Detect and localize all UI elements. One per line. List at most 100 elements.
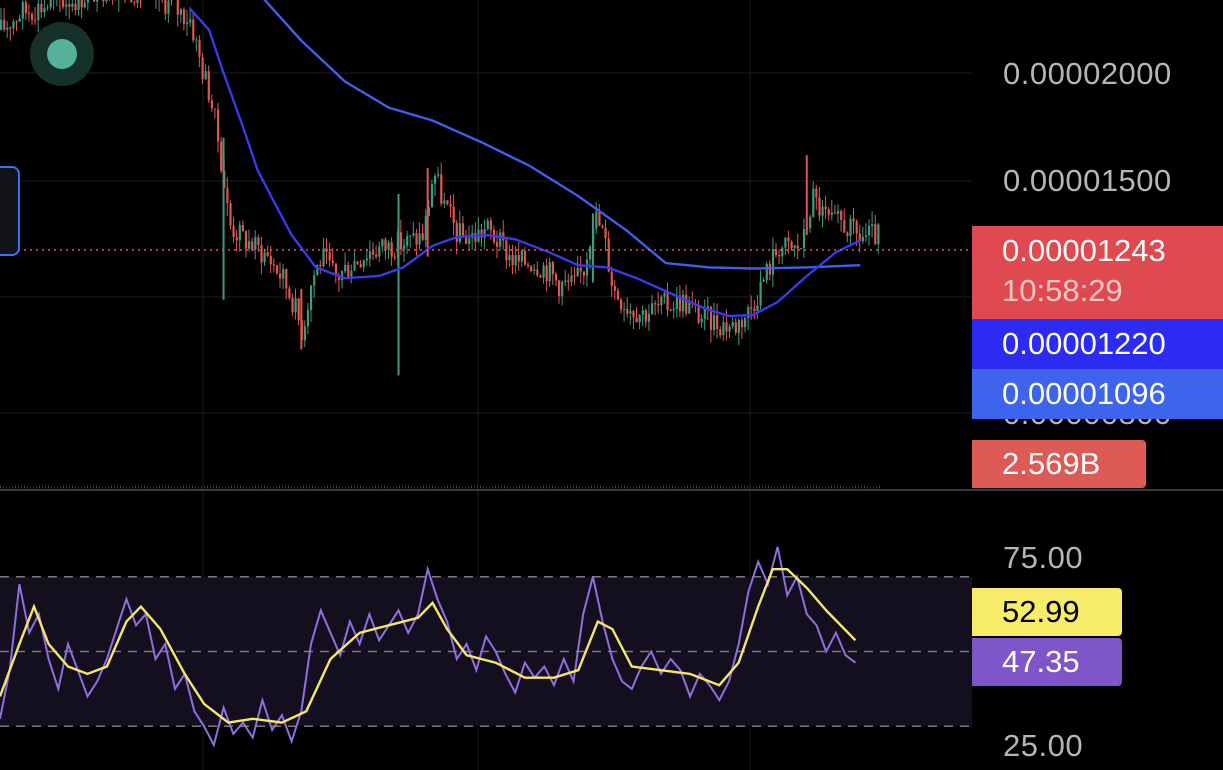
candle-body [657, 303, 660, 306]
candle-body [220, 141, 223, 172]
candle-body [226, 187, 229, 204]
candle-body [582, 271, 585, 276]
candle-body [266, 252, 269, 256]
candle-body [306, 309, 310, 327]
candle-body [601, 225, 604, 228]
candle-body [68, 4, 71, 7]
candle-body [322, 248, 325, 267]
candle-body [616, 290, 620, 300]
candle-body [697, 305, 700, 323]
candle-body [3, 19, 6, 30]
candle-body [136, 0, 139, 3]
candle-body [192, 19, 195, 41]
candle-body [669, 309, 672, 311]
candle-body [830, 212, 833, 215]
candle-body [34, 19, 37, 21]
candle-body [589, 246, 592, 260]
indicator-dot-button[interactable] [30, 22, 94, 86]
candle-body [86, 0, 89, 3]
candle-body [486, 220, 489, 230]
candle-body [31, 13, 34, 20]
candle-body [24, 2, 27, 13]
candle-body [49, 0, 52, 8]
ma-slow-price-tag: 0.00001096 [972, 369, 1223, 419]
candle-body [868, 226, 871, 236]
candle-body [861, 236, 864, 242]
candle-body [210, 100, 213, 109]
candle-body [561, 281, 564, 297]
candle-body [833, 212, 837, 214]
candle-body [489, 220, 492, 230]
candle-body [241, 225, 244, 232]
candle-body [623, 308, 626, 310]
candle-body [105, 0, 108, 2]
candle-body [672, 308, 675, 311]
candle-body [362, 260, 365, 268]
candle-body [368, 251, 372, 259]
candle-body [802, 229, 806, 249]
candle-body [263, 252, 266, 263]
candle-body [458, 223, 461, 242]
candle-body [570, 275, 573, 282]
candle-body [412, 233, 415, 236]
candle-body [201, 57, 204, 80]
candle-body [610, 271, 613, 286]
candle-body [347, 265, 350, 277]
candle-body [852, 218, 855, 222]
candle-body [514, 255, 517, 266]
candle-body [316, 264, 319, 276]
candle-body [706, 306, 709, 309]
candle-body [660, 296, 663, 306]
candle-body [260, 245, 263, 263]
candle-body [424, 216, 427, 240]
candle-body [378, 246, 381, 257]
rsi-line [0, 546, 857, 748]
candle-body [179, 9, 182, 15]
candle-body [536, 269, 539, 276]
candle-body [781, 247, 784, 257]
price-tick-label: 0.00001500 [1003, 163, 1172, 198]
side-panel-handle[interactable] [0, 166, 20, 256]
candle-body [647, 314, 651, 322]
price-tick-label: 0.00002000 [1003, 56, 1172, 91]
candle-body [443, 200, 446, 204]
candle-body [359, 263, 362, 268]
candle-body [778, 255, 781, 257]
candle-body [846, 232, 849, 237]
moving-average-lines [188, 0, 861, 318]
candle-body [722, 322, 725, 336]
candle-body [427, 207, 430, 217]
rsi-band [0, 575, 972, 728]
candle-body [465, 235, 468, 244]
candle-body [688, 302, 691, 314]
candle-body [765, 263, 768, 280]
ma-slow-line [263, 0, 861, 270]
candle-body [282, 268, 285, 279]
candle-body [80, 0, 83, 8]
candle-body [784, 237, 787, 248]
candle-body [71, 3, 74, 7]
candle-body [719, 329, 722, 336]
candle-body [272, 264, 275, 266]
rsi-ma-value-tag: 52.99 [972, 588, 1122, 636]
candle-body [771, 249, 775, 275]
candle-body [37, 3, 40, 21]
candle-body [310, 285, 313, 310]
candle-body [573, 275, 576, 277]
candle-body [334, 263, 337, 276]
candle-body [325, 248, 328, 252]
candle-body [737, 319, 740, 333]
candle-body [744, 317, 747, 328]
candle-body [102, 0, 105, 2]
current-price-tag: 0.00001243 10:58:29 [972, 226, 1223, 319]
candle-body [849, 218, 852, 237]
candle-body [585, 259, 589, 276]
candle-body [452, 206, 455, 223]
candle-body [40, 3, 43, 13]
candle-body [254, 237, 257, 250]
candle-body [331, 260, 334, 264]
candle-body [415, 233, 418, 245]
candle-body [372, 251, 375, 255]
candle-body [675, 295, 678, 309]
